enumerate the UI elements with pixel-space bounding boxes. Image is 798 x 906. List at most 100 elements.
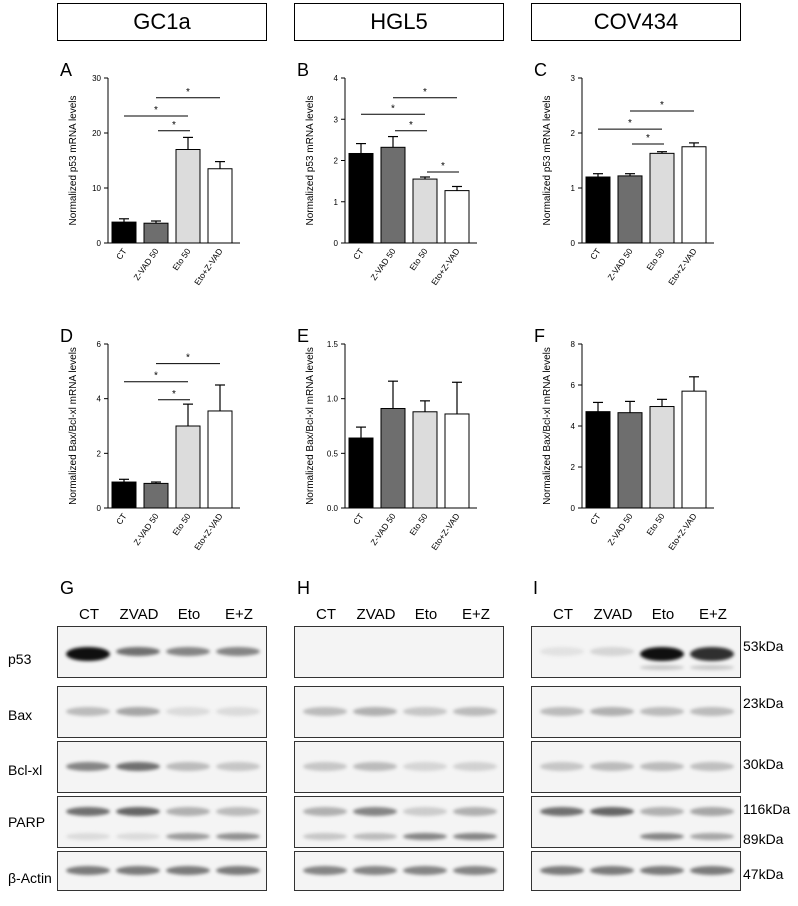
blot-col-1-1: ZVAD — [356, 606, 396, 623]
band-2-2-1 — [590, 762, 634, 771]
bar-f-1 — [617, 412, 643, 509]
y-tick-label-c-1: 1 — [571, 184, 576, 193]
band-2-1-2 — [640, 707, 684, 716]
bar-b-1 — [380, 146, 406, 244]
bar-a-3 — [207, 168, 233, 244]
blot-strip-1-3 — [294, 796, 504, 848]
bar-d-2 — [175, 425, 201, 509]
category-label-b-1: Z-VAD 50 — [368, 246, 397, 282]
sig-star-a-2: * — [172, 120, 176, 131]
band-2-4-3 — [690, 866, 734, 875]
band-0-2-0 — [66, 762, 110, 771]
band-2-4-0 — [540, 866, 584, 875]
category-label-f-3: Eto+Z-VAD — [666, 511, 699, 552]
category-label-e-2: Eto 50 — [407, 511, 429, 537]
blot-strip-1-1 — [294, 686, 504, 738]
bar-e-3 — [444, 413, 470, 509]
blot-strip-1-0 — [294, 626, 504, 678]
band-low-0-3 — [216, 833, 260, 840]
band-0-1-3 — [216, 707, 260, 716]
y-tick-label-e-2: 1.0 — [327, 395, 339, 404]
bar-f-3 — [681, 390, 707, 509]
y-tick-label-b-0: 0 — [334, 239, 339, 248]
band-2-3-2 — [640, 807, 684, 816]
blot-strip-0-4 — [57, 851, 267, 891]
panel-letter-b: B — [297, 60, 309, 80]
band-1-2-0 — [303, 762, 347, 771]
band-2-0-0 — [540, 647, 584, 656]
y-tick-label-a-2: 20 — [92, 129, 101, 138]
blot-strip-2-1 — [531, 686, 741, 738]
band-1-2-2 — [403, 762, 447, 771]
category-label-d-1: Z-VAD 50 — [131, 511, 160, 547]
blot-strip-2-0 — [531, 626, 741, 678]
band-1-1-1 — [353, 707, 397, 716]
blot-strip-0-2 — [57, 741, 267, 793]
blot-strip-1-2 — [294, 741, 504, 793]
band-0-0-3 — [216, 647, 260, 656]
blot-col-2-2: Eto — [651, 606, 675, 623]
panel-letter-d: D — [60, 326, 73, 346]
band-low-1-2 — [403, 833, 447, 840]
sig-star-c-0: * — [628, 118, 632, 129]
category-label-b-3: Eto+Z-VAD — [429, 246, 462, 287]
category-label-e-0: CT — [351, 511, 366, 526]
row-label-0: p53 — [8, 651, 32, 667]
band-0-2-3 — [216, 762, 260, 771]
sig-star-d-2: * — [172, 389, 176, 400]
row-label-4: β-Actin — [8, 870, 52, 886]
band-1-2-1 — [353, 762, 397, 771]
band-low-2-2 — [640, 833, 684, 840]
band-0-4-0 — [66, 866, 110, 875]
bar-d-1 — [143, 482, 169, 509]
header-gc1a-label: GC1a — [133, 9, 191, 34]
y-tick-label-f-2: 4 — [571, 422, 576, 431]
panel-letter-f: F — [534, 326, 545, 346]
band-0-1-0 — [66, 707, 110, 716]
band-1-2-3 — [453, 762, 497, 771]
blot-strip-2-3 — [531, 796, 741, 848]
blot-strip-2-4 — [531, 851, 741, 891]
y-tick-label-e-0: 0.0 — [327, 504, 339, 513]
y-tick-label-f-3: 6 — [571, 381, 576, 390]
y-tick-label-f-0: 0 — [571, 504, 576, 513]
bar-e-1 — [380, 408, 406, 509]
row-label-2: Bcl-xl — [8, 762, 43, 778]
y-tick-label-d-3: 6 — [97, 340, 102, 349]
blot-strip-0-0 — [57, 626, 267, 678]
y-tick-label-b-2: 2 — [334, 157, 339, 166]
y-axis-label-d: Normalized Bax/Bcl-xl mRNA levels — [68, 347, 79, 505]
bar-f-2 — [649, 406, 675, 509]
y-tick-label-f-1: 2 — [571, 463, 576, 472]
y-tick-label-a-1: 10 — [92, 184, 101, 193]
category-label-f-2: Eto 50 — [644, 511, 666, 537]
blot-col-1-0: CT — [316, 606, 336, 623]
blot-col-0-3: E+Z — [225, 606, 253, 623]
bar-d-3 — [207, 410, 233, 509]
sig-star-b-3: * — [441, 161, 445, 172]
category-label-e-1: Z-VAD 50 — [368, 511, 397, 547]
band-2-4-1 — [590, 866, 634, 875]
y-axis-label-a: Normalized p53 mRNA levels — [68, 95, 79, 225]
band-0-3-2 — [166, 807, 210, 816]
category-label-b-0: CT — [351, 246, 366, 261]
blot-col-2-3: E+Z — [699, 606, 727, 623]
band-low-1-3 — [453, 833, 497, 840]
band-0-0-2 — [166, 647, 210, 656]
band-2-3-0 — [540, 807, 584, 816]
blot-strip-2-2 — [531, 741, 741, 793]
sig-star-d-0: * — [154, 371, 158, 382]
y-tick-label-a-3: 30 — [92, 74, 101, 83]
category-label-b-2: Eto 50 — [407, 246, 429, 272]
row-label-1: Bax — [8, 707, 33, 723]
panel-letter-e: E — [297, 326, 309, 346]
blot-letter-h: H — [297, 578, 310, 598]
band-2-4-2 — [640, 866, 684, 875]
bar-a-1 — [143, 222, 169, 244]
category-label-c-2: Eto 50 — [644, 246, 666, 272]
y-tick-label-d-0: 0 — [97, 504, 102, 513]
y-axis-label-e: Normalized Bax/Bcl-xl mRNA levels — [305, 347, 316, 505]
panel-letter-a: A — [60, 60, 72, 80]
band-1-4-1 — [353, 866, 397, 875]
